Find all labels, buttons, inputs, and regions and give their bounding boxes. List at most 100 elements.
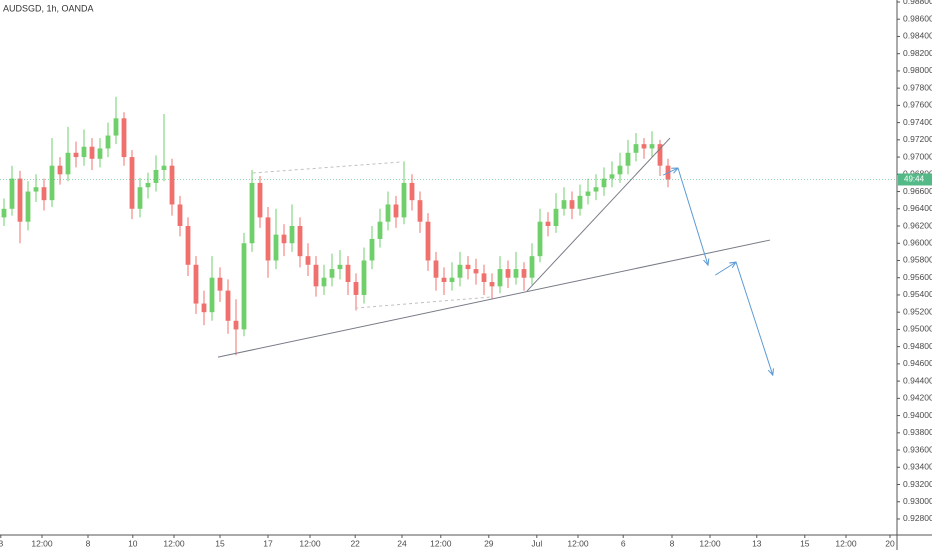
candle-body bbox=[473, 269, 479, 274]
candle bbox=[545, 212, 551, 237]
candle bbox=[593, 174, 599, 201]
candle bbox=[313, 256, 319, 297]
countdown-label: 49:44 bbox=[904, 175, 925, 184]
candle-body bbox=[265, 217, 271, 261]
candle-body bbox=[361, 260, 367, 295]
candle-body bbox=[377, 221, 383, 239]
candle-body bbox=[577, 195, 583, 209]
candle bbox=[281, 224, 287, 257]
candle bbox=[529, 243, 535, 285]
candle-body bbox=[129, 157, 135, 209]
candle-body bbox=[457, 264, 463, 278]
candle bbox=[625, 139, 631, 175]
candle bbox=[9, 165, 15, 216]
y-tick-label: 0.94000 bbox=[903, 410, 932, 420]
candle-body bbox=[121, 118, 127, 158]
y-tick-label: 0.98000 bbox=[903, 65, 932, 75]
x-tick-label: 13 bbox=[752, 538, 762, 548]
candle bbox=[225, 279, 231, 334]
x-tick-label: 15 bbox=[215, 538, 225, 548]
candle bbox=[489, 273, 495, 300]
candle bbox=[617, 152, 623, 183]
candle bbox=[353, 273, 359, 311]
candle-body bbox=[433, 260, 439, 278]
candle bbox=[401, 161, 407, 225]
y-tick-label: 0.97400 bbox=[903, 117, 932, 127]
x-tick-label: Jul bbox=[531, 538, 542, 548]
candle bbox=[449, 262, 455, 291]
candle-body bbox=[561, 200, 567, 209]
candle-body bbox=[17, 178, 23, 222]
candle bbox=[305, 243, 311, 276]
candle bbox=[433, 251, 439, 291]
chart-title: AUDSGD, 1h, OANDA bbox=[3, 3, 94, 13]
candle-body bbox=[9, 178, 15, 209]
projection-arrow bbox=[662, 168, 678, 176]
candle bbox=[321, 264, 327, 295]
x-tick-label: 20 bbox=[885, 538, 895, 548]
y-tick-label: 0.95400 bbox=[903, 289, 932, 299]
y-tick-label: 0.93800 bbox=[903, 427, 932, 437]
candle-body bbox=[273, 234, 279, 261]
x-tick-label: 12:00 bbox=[430, 538, 452, 548]
candle bbox=[385, 191, 391, 231]
candle bbox=[73, 141, 79, 168]
candle-body bbox=[233, 320, 239, 330]
candle-body bbox=[281, 234, 287, 244]
candle-body bbox=[497, 269, 503, 287]
candle bbox=[233, 299, 239, 356]
candle bbox=[497, 256, 503, 294]
candle-body bbox=[81, 146, 87, 158]
y-tick-label: 0.97200 bbox=[903, 134, 932, 144]
candle-body bbox=[49, 165, 55, 201]
candle-body bbox=[585, 191, 591, 196]
candle bbox=[145, 172, 151, 199]
y-tick-label: 0.98200 bbox=[903, 48, 932, 58]
x-tick-label: 22 bbox=[350, 538, 360, 548]
candle-body bbox=[481, 273, 487, 283]
y-tick-label: 0.98600 bbox=[903, 13, 932, 23]
candle bbox=[113, 96, 119, 145]
candle-body bbox=[641, 144, 647, 149]
candle bbox=[505, 260, 511, 289]
candle bbox=[57, 157, 63, 185]
candle-body bbox=[625, 152, 631, 166]
candle-body bbox=[297, 226, 303, 257]
y-tick-label: 0.93600 bbox=[903, 444, 932, 454]
candle bbox=[241, 232, 247, 337]
candle-body bbox=[569, 200, 575, 209]
candle bbox=[81, 129, 87, 166]
candle-body bbox=[537, 221, 543, 257]
y-tick-label: 0.95000 bbox=[903, 324, 932, 334]
x-tick-label: 29 bbox=[484, 538, 494, 548]
candle-body bbox=[409, 182, 415, 201]
candle-body bbox=[441, 277, 447, 283]
candle-body bbox=[169, 165, 175, 205]
candle-body bbox=[489, 282, 495, 287]
candle bbox=[561, 187, 567, 216]
candle bbox=[473, 258, 479, 285]
x-tick-label: 12:00 bbox=[163, 538, 185, 548]
candle-body bbox=[465, 264, 471, 270]
candle bbox=[297, 217, 303, 268]
candle-body bbox=[617, 165, 623, 175]
candle-body bbox=[113, 118, 119, 136]
candle bbox=[345, 256, 351, 295]
y-tick-label: 0.95200 bbox=[903, 306, 932, 316]
candle bbox=[137, 177, 143, 218]
candle bbox=[17, 170, 23, 244]
y-tick-label: 0.93200 bbox=[903, 479, 932, 489]
candle bbox=[25, 181, 31, 231]
trend-line bbox=[526, 137, 671, 292]
y-tick-label: 0.94800 bbox=[903, 341, 932, 351]
candle bbox=[209, 256, 215, 321]
candle bbox=[337, 250, 343, 280]
candle-body bbox=[321, 277, 327, 287]
last-price-label bbox=[898, 173, 932, 186]
candle bbox=[649, 131, 655, 158]
candle bbox=[273, 208, 279, 270]
x-tick-label: 12:00 bbox=[835, 538, 857, 548]
